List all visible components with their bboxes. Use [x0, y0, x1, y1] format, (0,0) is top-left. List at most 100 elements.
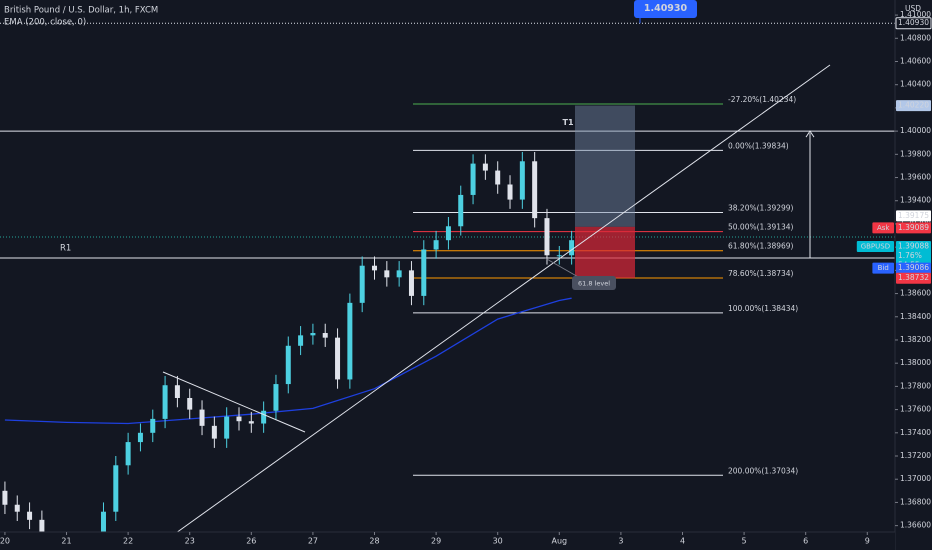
price-label-box: [896, 222, 931, 234]
price-label: 1.39175: [898, 211, 929, 220]
price-label-box: [896, 272, 931, 284]
currency: USD: [905, 4, 921, 13]
x-tick-label: 26: [246, 537, 256, 546]
candle-body: [125, 442, 131, 466]
y-tick-label: 1.40000: [900, 126, 931, 135]
candle-body: [322, 333, 328, 338]
candle-body: [569, 240, 575, 256]
annotation-box: [572, 276, 616, 290]
callout-box: [634, 0, 697, 18]
x-tick-label: 20: [0, 537, 10, 546]
candle-body: [199, 409, 205, 426]
price-label-box: [896, 210, 931, 222]
y-tick-label: 1.41000: [900, 10, 931, 19]
x-tick-label: 9: [865, 537, 870, 546]
y-tick-label: 1.38200: [900, 335, 931, 344]
target-zone: [575, 105, 635, 227]
candle-body: [495, 170, 501, 185]
candle-body: [162, 385, 168, 419]
y-tick-label: 1.40600: [900, 56, 931, 65]
x-tick-label: 29: [431, 537, 441, 546]
trendline: [162, 371, 306, 433]
x-tick-label: 28: [369, 537, 379, 546]
fib-label: 50.00%(1.39134): [728, 223, 794, 232]
y-tick-label: 1.39400: [900, 196, 931, 205]
x-tick-label: Aug: [551, 537, 567, 546]
fib-label: 78.60%(1.38734): [728, 269, 794, 278]
y-tick-label: 1.37600: [900, 405, 931, 414]
price-tag: GBPUSD: [861, 242, 890, 250]
price-label: 1.38732: [898, 273, 929, 282]
position-label: T1: [562, 118, 573, 127]
arrow-head: [805, 130, 815, 138]
candle-body: [211, 425, 217, 439]
candle-body: [544, 218, 550, 256]
price-change: 1.76%: [898, 251, 922, 260]
x-tick-label: 6: [803, 537, 808, 546]
price-label-box: [895, 17, 932, 30]
chart-title: British Pound / U.S. Dollar, 1h, FXCM: [4, 6, 158, 16]
candle-body: [310, 333, 316, 336]
price-tag: Ask: [877, 224, 890, 232]
price-tag: Bid: [878, 264, 889, 272]
annotation-text: 61.8 level: [578, 280, 610, 288]
candle-body: [2, 490, 8, 505]
candle-body: [187, 397, 193, 410]
x-tick-label: 27: [308, 537, 318, 546]
price-label: 1.40930: [898, 18, 929, 27]
price-tag-box: [856, 240, 894, 252]
price-label: 1.39088: [898, 241, 929, 250]
price-tag-box: [872, 262, 894, 274]
price-tag-box: [872, 222, 894, 234]
candle-body: [445, 226, 451, 241]
time-axis: [0, 532, 895, 550]
candle-body: [408, 270, 414, 296]
candle-body: [224, 416, 230, 439]
fib-label: 0.00%(1.39834): [728, 141, 789, 150]
candle-body: [556, 255, 562, 257]
price-label: 1.40220: [898, 101, 929, 110]
x-tick-label: 30: [493, 537, 503, 546]
candle-body: [532, 161, 538, 219]
candle-body: [236, 416, 242, 422]
candle-body: [150, 418, 156, 433]
candle-body: [137, 432, 143, 443]
candle-body: [433, 240, 439, 250]
x-tick-label: 5: [742, 537, 747, 546]
candle-body: [248, 421, 254, 424]
callout-text: 1.40930: [644, 3, 688, 14]
y-tick-label: 1.36600: [900, 521, 931, 530]
y-tick-label: 1.40800: [900, 33, 931, 42]
price-label: 1.39089: [898, 223, 929, 232]
y-tick-label: 1.37800: [900, 381, 931, 390]
x-tick-label: 23: [185, 537, 195, 546]
y-tick-label: 1.37200: [900, 451, 931, 460]
fib-label: -27.20%(1.40234): [728, 95, 796, 104]
x-tick-label: 4: [680, 537, 685, 546]
y-tick-label: 1.38400: [900, 312, 931, 321]
overlay: 61.8 level 1.40930: [544, 0, 697, 290]
stop-zone: [575, 226, 635, 279]
axes: 1.36600 1.36800 1.37000 1.37200 1.37400 1.376…: [0, 10, 932, 546]
indicator-label: EMA (200, close, 0): [4, 18, 86, 28]
candle-body: [298, 335, 304, 346]
candle-body: [396, 270, 402, 278]
ema-line: [4, 297, 572, 425]
candle-body: [458, 194, 464, 227]
candle-body: [285, 345, 291, 385]
candle-body: [14, 504, 20, 512]
price-label: 1.39086: [898, 263, 929, 272]
candle-body: [174, 385, 180, 398]
fib-label: 61.80%(1.38969): [728, 242, 794, 251]
candle-body: [384, 270, 390, 278]
y-tick-label: 1.38600: [900, 289, 931, 298]
y-tick-label: 1.39800: [900, 149, 931, 158]
y-tick-label: 1.37400: [900, 428, 931, 437]
candle-body: [273, 384, 279, 411]
trendline: [154, 64, 831, 549]
candle-body: [100, 511, 106, 549]
candle-body: [482, 163, 488, 171]
y-tick-label: 1.37000: [900, 474, 931, 483]
plot-area: R1 -27.20%(1.40234) 0.00%(1.39834) 38.20%(1…: [0, 22, 895, 550]
